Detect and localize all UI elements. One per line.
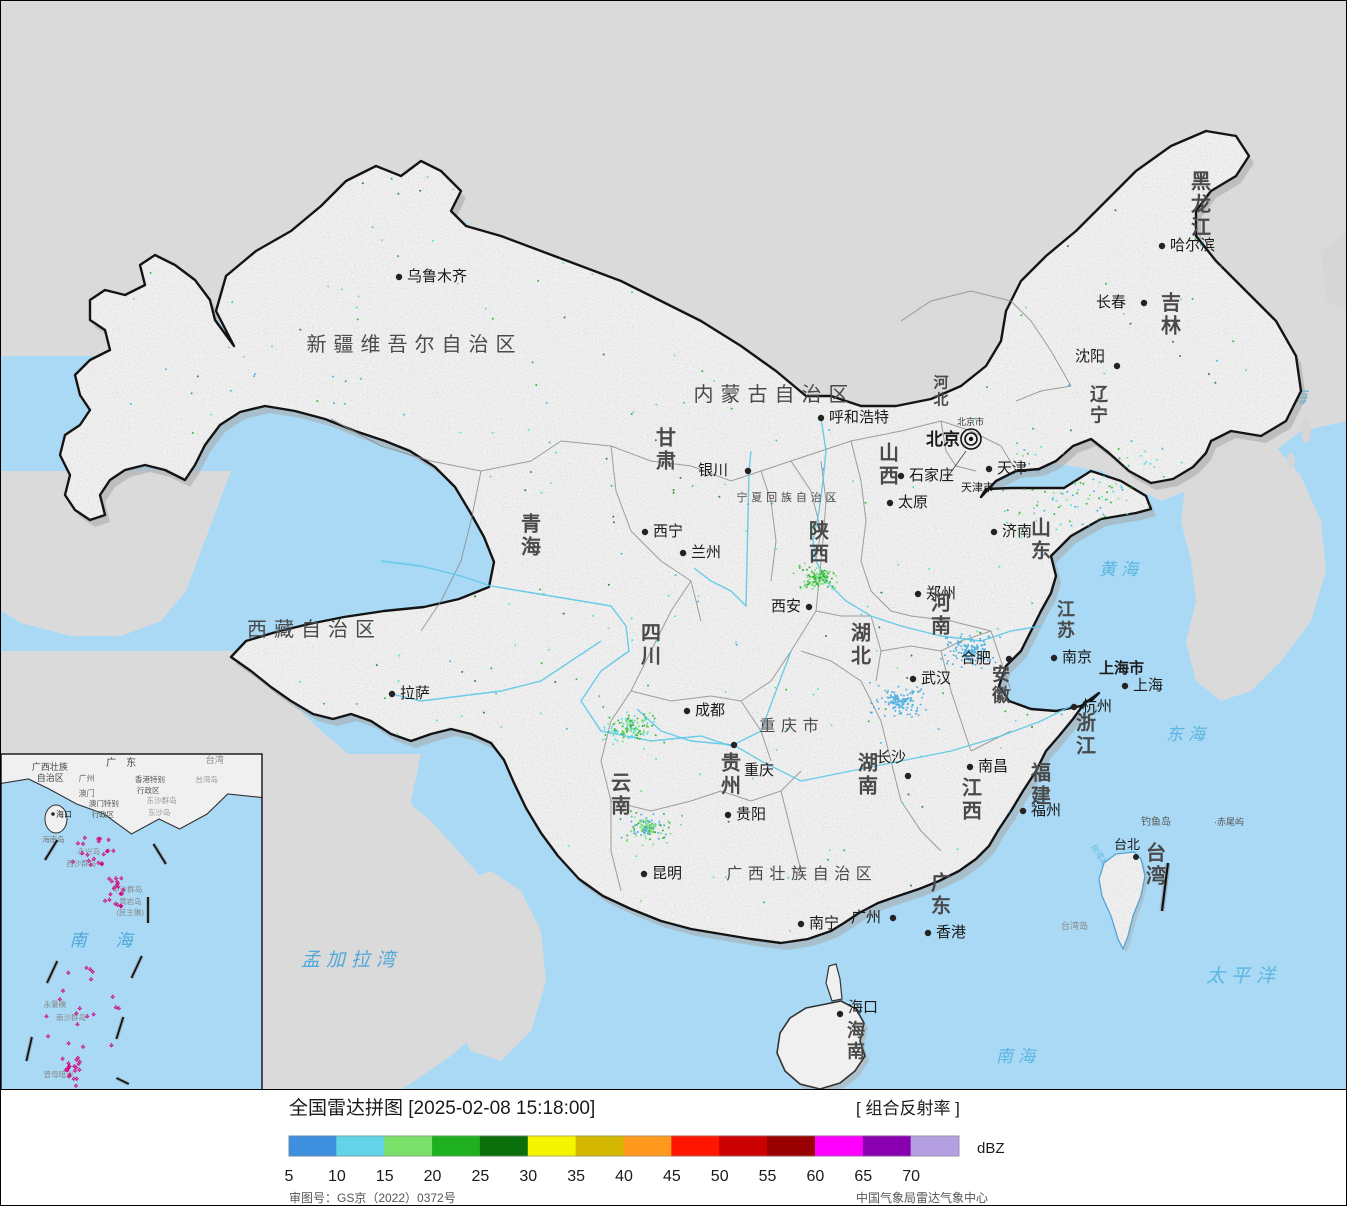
svg-text:❖: ❖ [80,1045,85,1051]
svg-text:❖: ❖ [118,905,123,911]
svg-text:行政区: 行政区 [92,809,115,819]
svg-text:30: 30 [519,1168,537,1185]
svg-text:自治区: 自治区 [37,772,64,783]
svg-text:35: 35 [567,1168,585,1185]
svg-text:❖: ❖ [73,1084,78,1090]
svg-text:50: 50 [711,1168,729,1185]
svg-text:❖: ❖ [107,898,112,904]
svg-text:65: 65 [854,1168,872,1185]
svg-text:❖: ❖ [57,998,62,1004]
svg-text:❖: ❖ [91,1013,96,1019]
svg-text:❖: ❖ [44,1014,49,1020]
svg-text:❖: ❖ [66,1075,71,1081]
svg-text:❖: ❖ [111,849,116,855]
svg-text:审图号：GS京（2022）0372号: 审图号：GS京（2022）0372号 [289,1190,456,1205]
svg-text:东沙岛: 东沙岛 [148,807,171,817]
svg-text:❖: ❖ [80,842,85,848]
svg-text:❖: ❖ [97,837,102,843]
svg-text:25: 25 [472,1168,490,1185]
svg-text:❖: ❖ [70,860,75,866]
svg-text:10: 10 [328,1168,346,1185]
svg-text:40: 40 [615,1168,633,1185]
svg-text:南 海: 南 海 [70,931,139,950]
svg-text:广州: 广州 [79,773,95,783]
svg-text:❖: ❖ [66,1042,71,1048]
svg-text:❖: ❖ [119,876,124,882]
svg-text:❖: ❖ [45,1034,50,1040]
svg-text:❖: ❖ [88,978,93,984]
svg-text:❖: ❖ [75,842,80,848]
svg-text:❖: ❖ [74,1011,79,1017]
svg-text:❖: ❖ [75,1023,80,1029]
svg-text:❖: ❖ [115,885,120,891]
svg-text:❖: ❖ [106,838,111,844]
svg-text:广 东: 广 东 [106,756,136,769]
svg-text:南沙群岛: 南沙群岛 [56,1012,86,1022]
svg-text:❖: ❖ [118,892,123,898]
svg-text:广西壮族: 广西壮族 [32,761,68,772]
svg-text:海口: 海口 [56,809,72,819]
svg-text:❖: ❖ [60,1057,65,1063]
svg-text:❖: ❖ [82,836,87,842]
svg-text:❖: ❖ [60,989,65,995]
svg-text:东沙群岛: 东沙群岛 [147,795,177,805]
svg-text:台湾岛: 台湾岛 [195,774,218,784]
svg-text:55: 55 [759,1168,777,1185]
svg-text:❖: ❖ [71,1077,76,1083]
svg-text:15: 15 [376,1168,394,1185]
svg-text:❖: ❖ [105,849,110,855]
svg-text:台湾: 台湾 [206,754,224,765]
svg-text:中国气象局雷达气象中心: 中国气象局雷达气象中心 [856,1190,988,1205]
svg-text:❖: ❖ [77,1060,82,1066]
svg-text:❖: ❖ [66,1065,71,1071]
svg-text:20: 20 [424,1168,442,1185]
svg-text:❖: ❖ [88,863,93,869]
svg-text:❖: ❖ [109,1044,114,1050]
svg-text:❖: ❖ [110,995,115,1001]
svg-text:❖: ❖ [90,970,95,976]
svg-text:澳门: 澳门 [79,788,95,798]
svg-text:行政区: 行政区 [137,785,160,795]
svg-text:❖: ❖ [99,863,104,869]
svg-text:❖: ❖ [85,1015,90,1021]
svg-text:❖: ❖ [84,966,89,972]
svg-text:dBZ: dBZ [977,1140,1005,1157]
svg-text:❖: ❖ [116,1007,121,1013]
svg-text:香港特别: 香港特别 [135,774,165,784]
svg-text:❖: ❖ [77,1068,82,1074]
svg-text:45: 45 [663,1168,681,1185]
svg-text:❖: ❖ [66,971,71,977]
svg-text:60: 60 [807,1168,825,1185]
svg-text:5: 5 [285,1168,294,1185]
svg-text:❖: ❖ [113,876,118,882]
svg-text:全国雷达拼图 [2025-02-08 15:18:00]: 全国雷达拼图 [2025-02-08 15:18:00] [289,1097,595,1119]
svg-text:[ 组合反射率 ]: [ 组合反射率 ] [856,1099,960,1118]
svg-text:70: 70 [902,1168,920,1185]
svg-text:永暑礁: 永暑礁 [44,999,67,1009]
svg-text:澳门特别: 澳门特别 [89,798,119,808]
